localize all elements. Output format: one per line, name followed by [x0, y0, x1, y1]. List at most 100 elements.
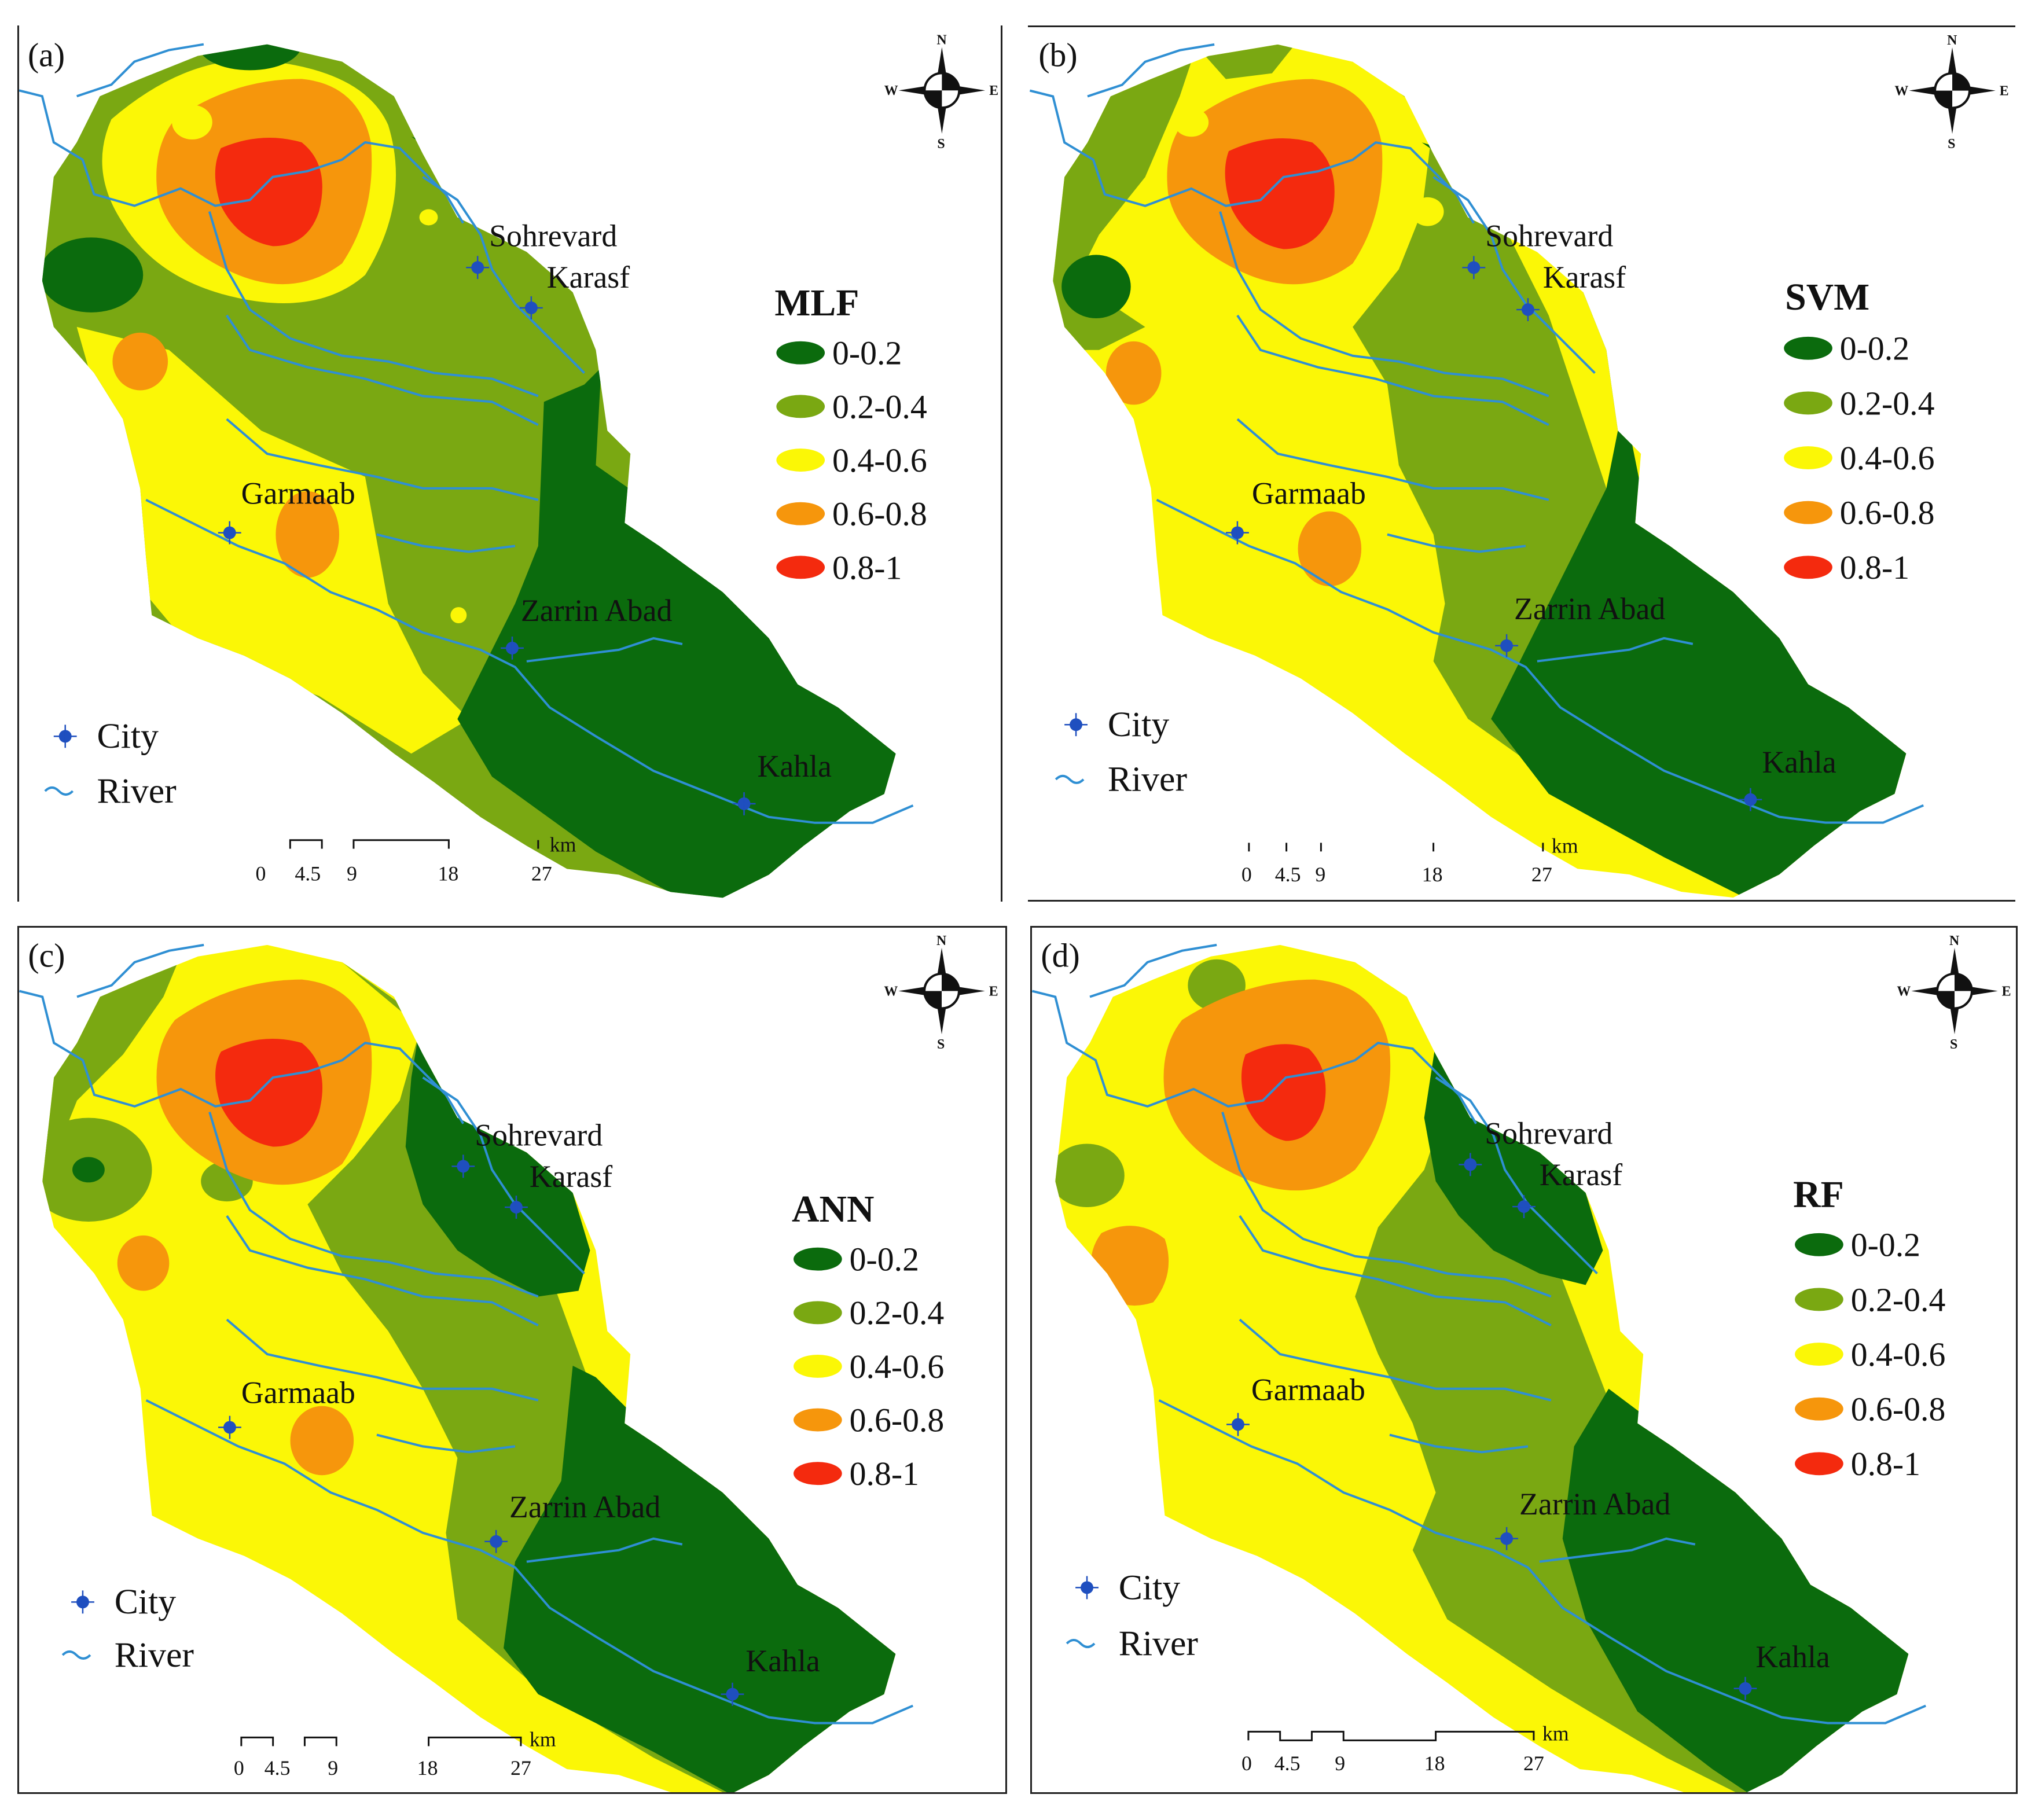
city-label: Karasf — [1540, 1157, 1622, 1192]
scale-tick: 27 — [510, 1756, 531, 1779]
compass-n: N — [936, 933, 946, 948]
city-marker[interactable] — [218, 521, 241, 545]
city-label: Kahla — [1762, 745, 1836, 780]
river-icon — [61, 1650, 91, 1660]
legend-title: RF — [1793, 1174, 1844, 1216]
legend-label: 0.2-0.4 — [1840, 385, 1935, 422]
panel-label: (b) — [1038, 38, 1077, 74]
legend-label: 0.2-0.4 — [850, 1295, 945, 1332]
scale-tick: 0 — [1241, 1752, 1252, 1775]
legend-label: 0-0.2 — [850, 1242, 919, 1278]
city-label: Sohrevard — [1485, 218, 1613, 253]
scale-bar — [289, 839, 539, 849]
compass-e: E — [2000, 84, 2009, 99]
panel-label: (d) — [1041, 938, 1079, 975]
city-marker[interactable] — [721, 1682, 744, 1706]
map-b: (b) Sohrevard — [1029, 33, 2009, 898]
city-icon — [71, 1590, 94, 1614]
cities: Sohrevard Karasf Garmaab Zarrin Abad Kah… — [218, 218, 832, 815]
north-arrow-icon: N S E W — [1897, 933, 2011, 1052]
legend-label: 0.6-0.8 — [1851, 1392, 1946, 1428]
rivers — [1032, 943, 1926, 1725]
legend-label: 0.8-1 — [1851, 1446, 1920, 1483]
city-icon — [1064, 713, 1088, 737]
scale-tick: 27 — [531, 862, 552, 885]
compass-n: N — [1947, 33, 1957, 48]
scale-unit: km — [1542, 1722, 1569, 1745]
compass-s: S — [937, 137, 945, 152]
city-marker[interactable] — [1226, 1413, 1250, 1436]
scale-tick: 18 — [417, 1756, 438, 1779]
map-key: City River — [1055, 705, 1187, 799]
cities: Sohrevard Karasf Garmaab Zarrin Abad Kah… — [218, 1117, 820, 1706]
city-marker[interactable] — [1459, 1153, 1482, 1176]
city-label: Garmaab — [241, 476, 355, 511]
city-label: Zarrin Abad — [509, 1490, 660, 1524]
scale-tick: 4.5 — [1274, 1752, 1301, 1775]
city-label: Garmaab — [1252, 476, 1366, 511]
legend-label: 0-0.2 — [1851, 1227, 1920, 1264]
river-icon — [1066, 1639, 1096, 1648]
compass-n: N — [936, 33, 946, 48]
city-marker[interactable] — [1495, 634, 1519, 657]
compass-s: S — [1950, 1037, 1957, 1052]
city-marker[interactable] — [466, 256, 490, 280]
legend: RF 0-0.2 0.2-0.4 0.4-0.6 0.6-0.8 0.8-1 — [1793, 1174, 1945, 1483]
map-key: City River — [1066, 1568, 1199, 1663]
legend-label: 0-0.2 — [1840, 331, 1909, 367]
north-arrow-icon: N S E W — [884, 933, 998, 1052]
city-marker[interactable] — [1495, 1527, 1519, 1550]
city-marker[interactable] — [1512, 1195, 1536, 1218]
legend-label: 0.8-1 — [1840, 550, 1909, 586]
key-river-label: River — [1119, 1624, 1199, 1663]
scale-tick: 9 — [347, 862, 357, 885]
scale-tick: 18 — [438, 862, 458, 885]
legend-title: ANN — [792, 1188, 874, 1230]
legend-title: SVM — [1785, 276, 1869, 318]
city-marker[interactable] — [519, 296, 543, 319]
scale-tick: 0 — [1241, 863, 1252, 886]
compass-e: E — [2002, 984, 2011, 999]
city-marker[interactable] — [451, 1154, 475, 1178]
north-arrow-icon: N S E W — [1894, 33, 2008, 152]
scale-tick: 18 — [1424, 1752, 1445, 1775]
legend: MLF 0-0.2 0.2-0.4 0.4-0.6 0.6-0.8 0.8-1 — [774, 282, 927, 586]
city-label: Karasf — [530, 1159, 612, 1194]
legend-label: 0.8-1 — [832, 549, 902, 586]
legend: ANN 0-0.2 0.2-0.4 0.4-0.6 0.6-0.8 0.8-1 — [792, 1188, 944, 1492]
city-marker[interactable] — [1733, 1676, 1757, 1700]
rivers — [19, 43, 914, 824]
city-marker[interactable] — [484, 1529, 508, 1553]
scale-bar — [240, 1736, 522, 1747]
legend-label: 0.2-0.4 — [1851, 1282, 1946, 1318]
legend-label: 0.4-0.6 — [832, 442, 927, 479]
city-marker[interactable] — [505, 1196, 528, 1219]
city-label: Sohrevard — [475, 1117, 603, 1152]
legend-label: 0.8-1 — [850, 1456, 919, 1492]
river-icon — [1055, 774, 1085, 784]
city-label: Zarrin Abad — [521, 593, 673, 628]
scale-unit: km — [550, 833, 576, 856]
city-marker[interactable] — [732, 792, 756, 815]
compass-e: E — [989, 984, 998, 999]
city-marker[interactable] — [1739, 788, 1762, 811]
city-label: Sohrevard — [489, 218, 617, 253]
city-label: Karasf — [1543, 260, 1626, 295]
city-marker[interactable] — [1226, 521, 1249, 545]
city-marker[interactable] — [1462, 256, 1486, 280]
legend: SVM 0-0.2 0.2-0.4 0.4-0.6 0.6-0.8 0.8-1 — [1784, 276, 1934, 586]
city-label: Zarrin Abad — [1514, 591, 1665, 626]
key-city-label: City — [1119, 1568, 1180, 1607]
legend-label: 0.2-0.4 — [832, 388, 927, 425]
scale-unit: km — [1552, 834, 1578, 857]
map-d: (d) Sohrevard Ka — [1032, 933, 2011, 1792]
compass-w: W — [884, 83, 898, 98]
key-river-label: River — [115, 1635, 194, 1675]
scale-tick: 0 — [256, 862, 266, 885]
city-marker[interactable] — [1516, 298, 1540, 321]
legend-label: 0.4-0.6 — [1851, 1337, 1946, 1373]
legend-label: 0.6-0.8 — [832, 496, 927, 533]
compass-s: S — [1948, 137, 1955, 152]
city-marker[interactable] — [218, 1415, 241, 1439]
city-marker[interactable] — [501, 636, 524, 660]
